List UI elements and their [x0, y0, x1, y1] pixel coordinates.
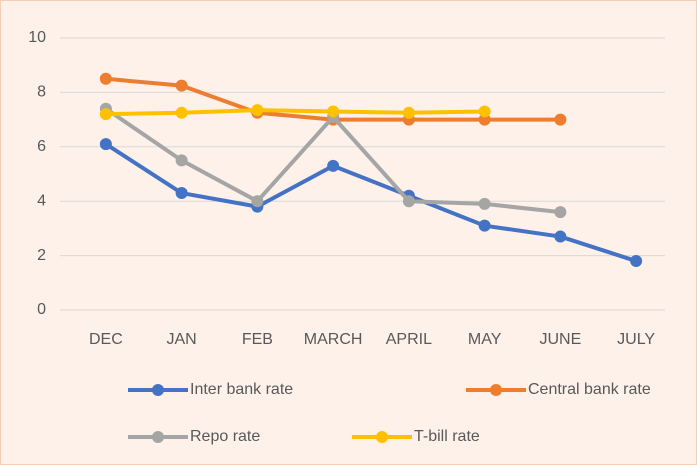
- data-point: [99, 72, 112, 85]
- data-point: [402, 195, 415, 208]
- x-tick-label: JULY: [617, 331, 655, 348]
- legend-marker: [152, 431, 164, 443]
- x-tick-label: FEB: [242, 331, 273, 348]
- data-point: [478, 105, 491, 118]
- data-point: [175, 154, 188, 167]
- x-tick-label: DEC: [89, 331, 123, 348]
- legend-marker: [490, 384, 502, 396]
- x-tick-label: MAY: [468, 331, 502, 348]
- series-line: [103, 142, 639, 264]
- legend-marker: [152, 384, 164, 396]
- data-point: [175, 106, 188, 119]
- legend-label: Repo rate: [190, 428, 260, 445]
- y-tick-label: 6: [37, 138, 46, 155]
- x-tick-label: MARCH: [304, 331, 363, 348]
- series-line: [103, 108, 487, 117]
- y-tick-label: 8: [37, 84, 46, 101]
- data-point: [478, 219, 491, 232]
- data-point: [554, 206, 567, 219]
- legend-label: Inter bank rate: [190, 381, 293, 398]
- data-point: [478, 197, 491, 210]
- data-point: [554, 230, 567, 243]
- legend-label: Central bank rate: [528, 381, 651, 398]
- x-tick-label: JAN: [167, 331, 197, 348]
- data-point: [327, 159, 340, 172]
- data-point: [251, 195, 264, 208]
- legend-label: T-bill rate: [414, 428, 480, 445]
- y-tick-label: 0: [37, 301, 46, 318]
- x-tick-label: JUNE: [539, 331, 581, 348]
- data-point: [327, 105, 340, 118]
- data-point: [630, 255, 643, 268]
- data-point: [251, 104, 264, 117]
- legend-marker: [376, 431, 388, 443]
- data-point: [175, 187, 188, 200]
- y-tick-label: 2: [37, 247, 46, 264]
- y-tick-label: 4: [37, 192, 46, 209]
- y-tick-label: 10: [28, 29, 46, 46]
- data-point: [99, 138, 112, 151]
- data-point: [175, 79, 188, 92]
- x-tick-label: APRIL: [386, 331, 432, 348]
- data-point: [554, 113, 567, 126]
- data-point: [402, 106, 415, 119]
- data-point: [99, 108, 112, 121]
